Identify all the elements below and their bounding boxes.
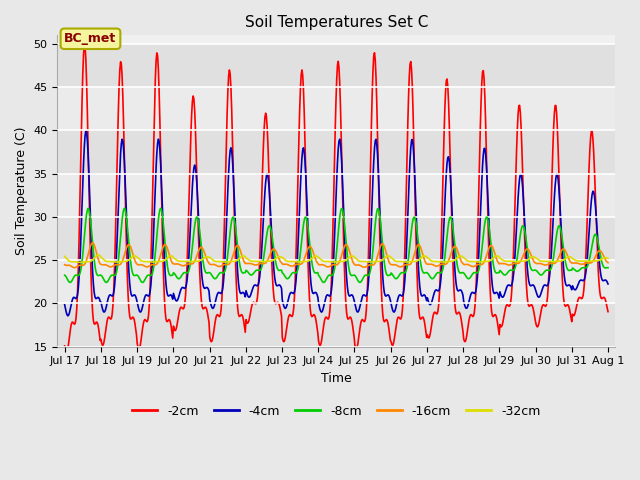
Text: BC_met: BC_met [65, 32, 116, 45]
Bar [58, 217, 615, 260]
X-axis label: Time: Time [321, 372, 352, 385]
Bar [58, 260, 615, 303]
Title: Soil Temperatures Set C: Soil Temperatures Set C [244, 15, 428, 30]
Bar [58, 303, 615, 347]
Legend: -2cm, -4cm, -8cm, -16cm, -32cm: -2cm, -4cm, -8cm, -16cm, -32cm [127, 400, 545, 423]
Y-axis label: Soil Temperature (C): Soil Temperature (C) [15, 127, 28, 255]
Bar [58, 131, 615, 174]
Bar [58, 44, 615, 87]
Bar [58, 87, 615, 131]
Bar [58, 174, 615, 217]
